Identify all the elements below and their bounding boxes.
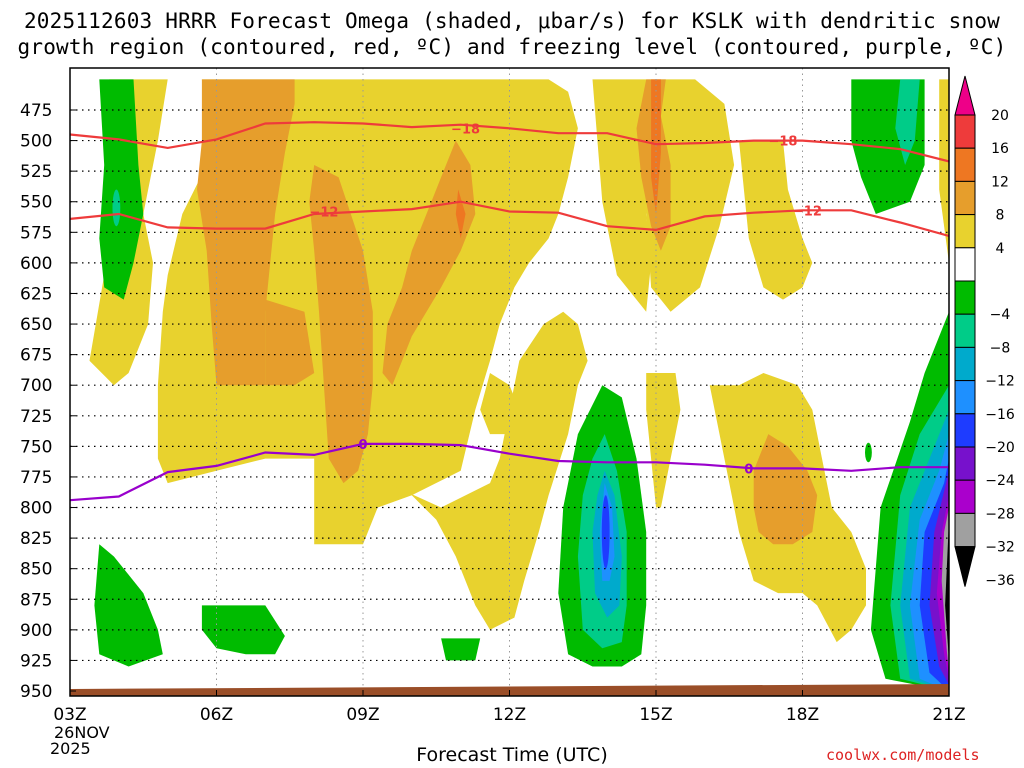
omega-4-8-upper2 xyxy=(592,79,652,312)
colorbar-bin xyxy=(954,413,976,448)
x-tick-label: 21Z xyxy=(932,705,965,725)
omega-m4-small xyxy=(201,605,285,655)
colorbar-bin xyxy=(954,380,976,415)
colorbar-bin xyxy=(954,180,976,216)
y-tick-label: 700 xyxy=(20,376,52,396)
omega-4-8-center xyxy=(387,311,588,630)
colorbar-label: −20 xyxy=(985,440,1015,456)
omega-8-12-e xyxy=(753,434,818,545)
colorbar-bin xyxy=(954,147,976,182)
omega-m8-ne xyxy=(895,79,920,165)
colorbar-label: 20 xyxy=(991,108,1009,124)
contour-label: −18 xyxy=(451,122,480,137)
omega-8-12-f xyxy=(265,299,315,386)
grid xyxy=(70,68,949,696)
x-date-day: 26NOV xyxy=(54,723,110,742)
contour-line xyxy=(70,200,949,238)
colorbar-bin xyxy=(954,546,976,587)
y-tick-label: 875 xyxy=(20,590,52,610)
x-tick-label: 12Z xyxy=(493,705,526,725)
omega-m36-se xyxy=(945,519,949,661)
temperature-contours: −18 −18 −12 −12 0 0 xyxy=(70,121,949,502)
x-tick-label: 03Z xyxy=(53,705,86,725)
contour-label: −12 xyxy=(793,204,822,219)
y-tick-label: 525 xyxy=(20,162,52,182)
colorbar-label: −8 xyxy=(990,340,1011,356)
y-tick-label: 500 xyxy=(20,132,52,152)
colorbar-label: −16 xyxy=(985,407,1015,423)
colorbar-bin xyxy=(954,512,976,548)
colorbar-bin xyxy=(954,479,976,514)
x-tick-label: 09Z xyxy=(346,705,379,725)
colorbar-bin xyxy=(954,346,976,382)
y-tick-label: 925 xyxy=(20,651,52,671)
colorbar-bin xyxy=(954,313,976,348)
y-tick-label: 600 xyxy=(20,254,52,274)
contour-line xyxy=(70,442,949,502)
omega-4-8-edge xyxy=(939,79,949,263)
x-tick-label: 06Z xyxy=(200,705,233,725)
x-tick-label: 15Z xyxy=(639,705,672,725)
y-tick-label: 900 xyxy=(20,621,52,641)
colorbar-label: 8 xyxy=(996,208,1005,224)
contour-label: 0 xyxy=(358,438,367,453)
omega-m4-dot xyxy=(865,442,872,463)
colorbar-bin xyxy=(954,247,976,282)
y-tick-label: 950 xyxy=(20,682,52,702)
colorbar: 20 16 12 8 4 −4 −8 −12 −16 −20 −24 −28 −32 −36 xyxy=(954,75,1015,589)
colorbar-label: −12 xyxy=(985,374,1015,390)
y-tick-label: 850 xyxy=(20,560,52,580)
omega-12-16-a xyxy=(651,79,661,215)
omega-8-12-a xyxy=(197,79,295,386)
omega-8-12-c xyxy=(382,140,476,386)
colorbar-bin xyxy=(954,280,976,315)
colorbar-label: 4 xyxy=(996,241,1005,257)
colorbar-label: −4 xyxy=(990,307,1011,323)
y-tick-label: 725 xyxy=(20,407,52,427)
x-date-year: 2025 xyxy=(50,739,91,758)
axes: 475 500 525 550 575 600 625 650 675 700 725 750 775 8… xyxy=(20,101,966,758)
y-tick-label: 625 xyxy=(20,284,52,304)
y-tick-label: 775 xyxy=(20,468,52,488)
y-tick-label: 650 xyxy=(20,315,52,335)
chart-title: 2025112603 HRRR Forecast Omega (shaded, … xyxy=(23,9,1001,33)
y-tick-label: 475 xyxy=(20,101,52,121)
omega-m4-sw xyxy=(94,544,163,667)
contour-line xyxy=(70,121,949,163)
omega-4-8-ne xyxy=(739,140,813,300)
colorbar-bin xyxy=(954,75,976,116)
contour-label: −18 xyxy=(768,135,797,150)
omega-m4-small2 xyxy=(441,638,481,661)
omega-4-8-15z xyxy=(646,373,681,508)
contour-label: −12 xyxy=(309,206,338,221)
colorbar-label: −36 xyxy=(985,573,1015,589)
omega-m4-west xyxy=(99,79,144,300)
y-tick-label: 800 xyxy=(20,499,52,519)
y-tick-label: 750 xyxy=(20,437,52,457)
colorbar-bin xyxy=(954,214,976,249)
colorbar-label: −28 xyxy=(985,506,1015,522)
y-tick-label: 825 xyxy=(20,529,52,549)
colorbar-label: −24 xyxy=(985,473,1015,489)
x-axis-title: Forecast Time (UTC) xyxy=(416,744,608,766)
chart-subtitle: growth region (contoured, red, ºC) and f… xyxy=(17,35,1007,59)
colorbar-bin xyxy=(954,114,976,149)
colorbar-bin xyxy=(954,446,976,481)
y-tick-label: 675 xyxy=(20,346,52,366)
credit-link[interactable]: coolwx.com/models xyxy=(826,746,980,764)
omega-m8-west xyxy=(112,189,121,227)
omega-shading xyxy=(89,79,949,691)
colorbar-label: 16 xyxy=(991,141,1009,157)
colorbar-label: −32 xyxy=(985,540,1015,556)
y-tick-label: 550 xyxy=(20,193,52,213)
y-tick-label: 575 xyxy=(20,223,52,243)
omega-m20-14z xyxy=(601,495,610,569)
contour-label: 0 xyxy=(744,462,753,477)
x-tick-label: 18Z xyxy=(786,705,819,725)
colorbar-label: 12 xyxy=(991,174,1009,190)
